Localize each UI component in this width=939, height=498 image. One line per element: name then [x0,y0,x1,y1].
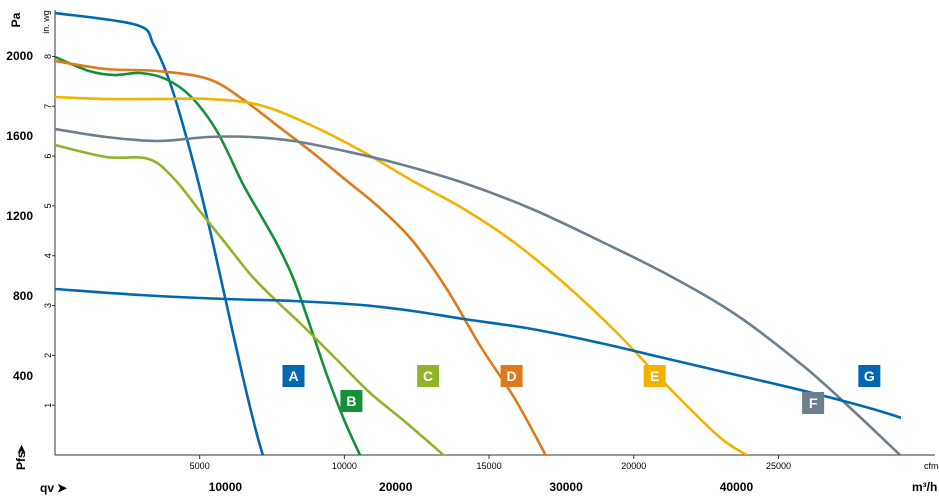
x-tick-label-m3h: 40000 [720,480,754,494]
y-tick-label-inwg: 7 [43,104,53,109]
x-tick-label-m3h: 20000 [379,480,413,494]
x-unit-m3h: m³/h [912,480,937,494]
x-tick-label-m3h: 10000 [209,480,243,494]
x-tick-label-cfm: 25000 [766,461,791,471]
curve-label-b: B [346,393,356,409]
chart-curve-labels: A B C D E F G [282,365,881,414]
curve-label-f: F [809,395,818,411]
chart-curves [55,11,901,455]
y-tick-label-inwg: 8 [43,54,53,59]
curve-e [55,95,748,455]
pfs-label: Pfs [14,451,28,470]
x-unit-cfm: cfm [924,461,939,471]
y-tick-label-pa: 1200 [6,209,33,223]
y-tick-label-inwg: 2 [43,353,53,358]
y-tick-label-pa: 800 [13,289,33,303]
curve-label-box-e [643,365,666,387]
chart-axes: 400 800 1200 1600 2000 1 2 3 4 5 6 7 8 5000 10000 15000… [6,10,935,494]
curve-label-box-b [340,390,363,412]
curve-label-box-a [282,365,305,387]
curve-c [55,143,445,455]
y-tick-label-inwg: 6 [43,154,53,159]
x-tick-label-cfm: 20000 [621,461,646,471]
curve-label-box-c [417,365,440,387]
curve-d [55,59,547,455]
qv-arrow-icon: ➤ [57,481,68,495]
curve-label-g: G [864,368,875,384]
curve-g [55,287,901,420]
y-axis-label-pa: Pa [9,12,23,27]
x-tick-label-cfm: 5000 [190,461,210,471]
x-tick-label-m3h: 30000 [549,480,583,494]
curve-label-a: A [288,368,298,384]
y-tick-label-pa: 1600 [6,129,33,143]
curve-label-d: D [507,368,517,384]
y-tick-label-inwg: 5 [43,203,53,208]
y-tick-label-pa: 2000 [6,49,33,63]
curve-label-c: C [423,368,433,384]
y-tick-label-inwg: 3 [43,303,53,308]
curve-a [55,11,265,455]
curve-f [55,127,901,455]
y-axis-label-inwg: in. wg [41,10,51,34]
y-tick-label-pa: 400 [13,369,33,383]
curve-label-e: E [650,368,659,384]
y-tick-label-inwg: 4 [43,253,53,258]
y-tick-label-inwg: 1 [43,403,53,408]
x-tick-label-cfm: 15000 [477,461,502,471]
pfs-arrow-icon: ➤ [16,444,28,454]
curve-label-box-f [802,392,825,414]
curve-label-box-d [500,365,523,387]
curve-b [55,55,362,455]
x-tick-label-cfm: 10000 [332,461,357,471]
curve-label-box-g [858,365,881,387]
qv-label: qv [40,481,54,495]
